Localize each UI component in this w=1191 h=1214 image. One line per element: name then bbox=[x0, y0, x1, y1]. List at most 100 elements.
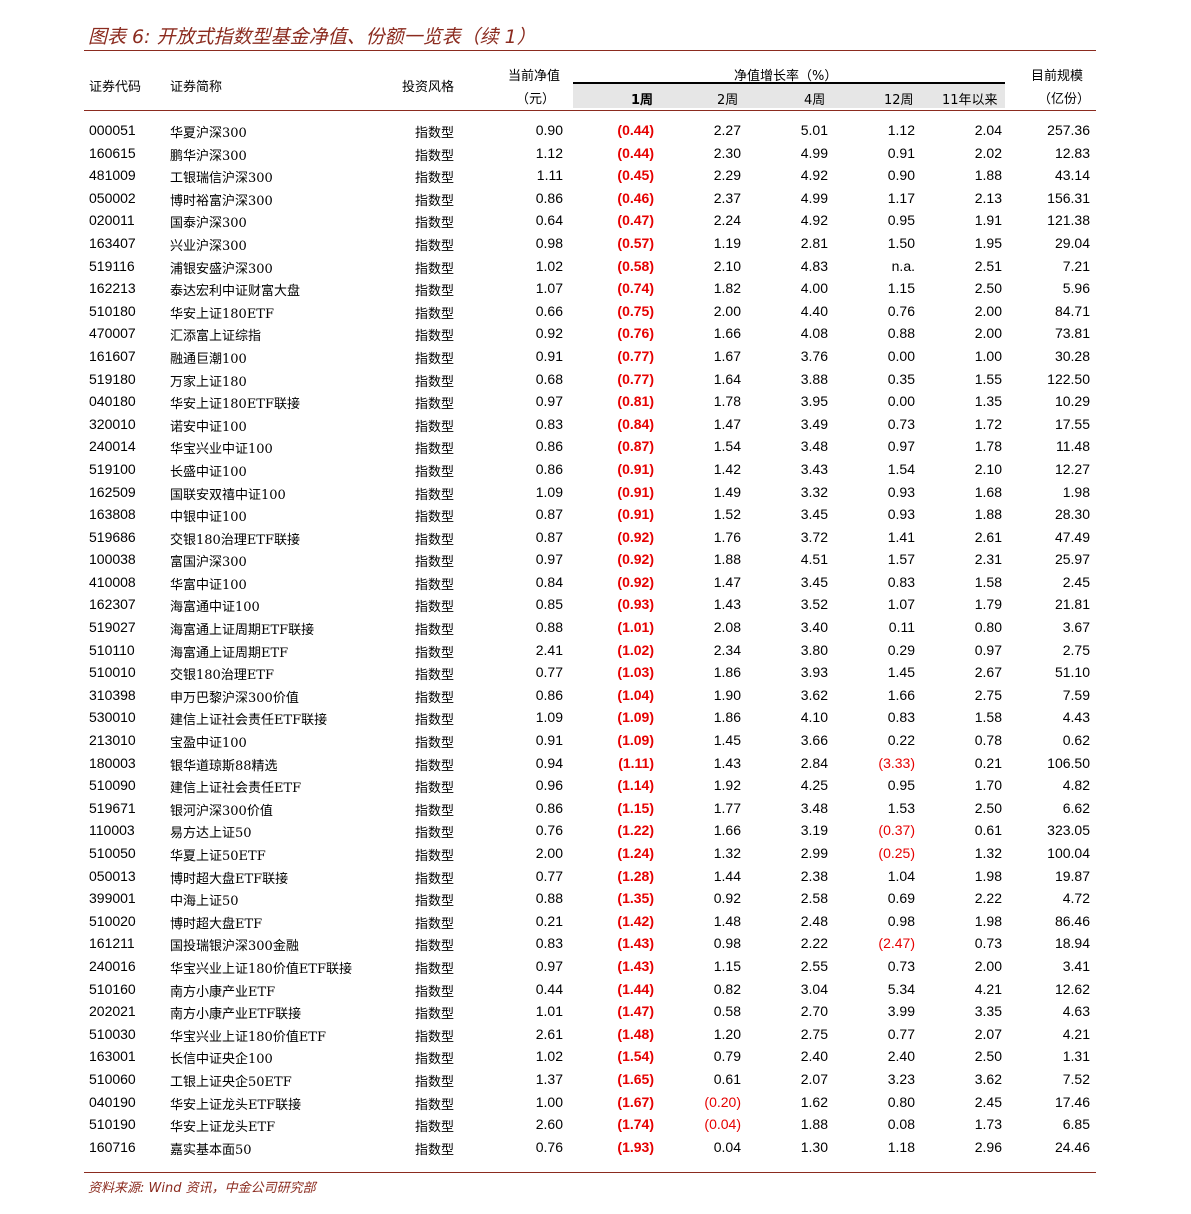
growth-12w: (0.25) bbox=[878, 845, 915, 861]
growth-4w: 4.08 bbox=[800, 325, 828, 342]
current-nav: 0.91 bbox=[535, 347, 563, 364]
growth-12w: 1.04 bbox=[887, 867, 915, 884]
fund-code: 161607 bbox=[89, 347, 136, 364]
current-nav: 0.77 bbox=[535, 664, 563, 681]
investment-style: 指数型 bbox=[415, 916, 455, 932]
table-row: 040180 华安上证180ETF联接 指数型 0.97 (0.81) 1.78 3.95 0… bbox=[0, 391, 1191, 414]
growth-1w: (0.93) bbox=[617, 596, 654, 613]
table-row: 530010 建信上证社会责任ETF联接 指数型 1.09 (1.09) 1.86 4.10… bbox=[0, 707, 1191, 730]
fund-code: 050002 bbox=[89, 189, 136, 206]
growth-2w: 1.19 bbox=[713, 234, 741, 251]
growth-12w: 0.93 bbox=[887, 483, 915, 500]
fund-size: 3.67 bbox=[1062, 619, 1090, 636]
fund-code: 519671 bbox=[89, 799, 136, 816]
growth-ytd: 2.22 bbox=[974, 890, 1002, 907]
table-row: 162509 国联安双禧中证100 指数型 1.09 (0.91) 1.49 3.32 0.9… bbox=[0, 482, 1191, 505]
fund-code: 160716 bbox=[89, 1138, 136, 1155]
growth-2w: 2.24 bbox=[713, 212, 741, 229]
fund-name: 银华道琼斯88精选 bbox=[170, 758, 278, 774]
fund-name: 申万巴黎沪深300价值 bbox=[170, 690, 299, 706]
growth-4w: 3.52 bbox=[800, 596, 828, 613]
growth-4w: 3.19 bbox=[800, 822, 828, 839]
growth-1w: (0.91) bbox=[617, 460, 654, 477]
growth-12w: 3.23 bbox=[887, 1070, 915, 1087]
table-row: 162213 泰达宏利中证财富大盘 指数型 1.07 (0.74) 1.82 4.00 1.1… bbox=[0, 278, 1191, 301]
growth-2w: 1.82 bbox=[713, 280, 741, 297]
table-row: 240016 华宝兴业上证180价值ETF联接 指数型 0.97 (1.43) 1.15 2… bbox=[0, 956, 1191, 979]
fund-name: 国泰沪深300 bbox=[170, 216, 247, 232]
fund-size: 51.10 bbox=[1054, 664, 1090, 681]
fund-code: 160615 bbox=[89, 144, 136, 161]
fund-size: 1.31 bbox=[1062, 1048, 1090, 1065]
growth-2w: 1.49 bbox=[713, 483, 741, 500]
growth-2w: 1.45 bbox=[713, 732, 741, 749]
growth-ytd: 2.61 bbox=[974, 528, 1002, 545]
fund-code: 240016 bbox=[89, 957, 136, 974]
growth-ytd: 1.58 bbox=[974, 709, 1002, 726]
fund-name: 博时裕富沪深300 bbox=[170, 193, 273, 209]
growth-4w: 3.48 bbox=[800, 799, 828, 816]
fund-code: 180003 bbox=[89, 754, 136, 771]
growth-2w: 1.86 bbox=[713, 664, 741, 681]
table-row: 161607 融通巨潮100 指数型 0.91 (0.77) 1.67 3.76 0.00 1.… bbox=[0, 346, 1191, 369]
growth-ytd: 2.02 bbox=[974, 144, 1002, 161]
growth-12w: 0.90 bbox=[887, 167, 915, 184]
current-nav: 1.09 bbox=[535, 483, 563, 500]
growth-1w: (0.91) bbox=[617, 483, 654, 500]
current-nav: 0.44 bbox=[535, 980, 563, 997]
growth-ytd: 2.31 bbox=[974, 551, 1002, 568]
table-row: 050013 博时超大盘ETF联接 指数型 0.77 (1.28) 1.44 2.38 1.0… bbox=[0, 866, 1191, 889]
fund-name: 鹏华沪深300 bbox=[170, 148, 247, 164]
table-row: 510010 交银180治理ETF 指数型 0.77 (1.03) 1.86 3.93 1.4… bbox=[0, 662, 1191, 685]
header-nav-unit: （元） bbox=[516, 92, 556, 107]
fund-name: 华富中证100 bbox=[170, 577, 247, 593]
growth-12w: 0.91 bbox=[887, 144, 915, 161]
growth-4w: 3.49 bbox=[800, 415, 828, 432]
fund-code: 163001 bbox=[89, 1048, 136, 1065]
header-rule bbox=[84, 110, 1096, 111]
current-nav: 0.86 bbox=[535, 799, 563, 816]
current-nav: 0.86 bbox=[535, 686, 563, 703]
fund-code: 000051 bbox=[89, 122, 136, 138]
fund-code: 510030 bbox=[89, 1025, 136, 1042]
fund-size: 6.62 bbox=[1062, 799, 1090, 816]
growth-4w: 3.45 bbox=[800, 573, 828, 590]
current-nav: 0.98 bbox=[535, 234, 563, 251]
growth-4w: 3.66 bbox=[800, 732, 828, 749]
fund-size: 257.36 bbox=[1047, 122, 1090, 138]
investment-style: 指数型 bbox=[415, 1142, 455, 1158]
table-row: 160716 嘉实基本面50 指数型 0.76 (1.93) 0.04 1.30 1.18 2.… bbox=[0, 1137, 1191, 1160]
investment-style: 指数型 bbox=[415, 193, 455, 209]
fund-name: 海富通上证周期ETF bbox=[170, 645, 289, 661]
investment-style: 指数型 bbox=[415, 329, 455, 345]
investment-style: 指数型 bbox=[415, 397, 455, 413]
growth-2w: 2.08 bbox=[713, 619, 741, 636]
current-nav: 0.87 bbox=[535, 528, 563, 545]
table-row: 510090 建信上证社会责任ETF 指数型 0.96 (1.14) 1.92 4.25 0.… bbox=[0, 775, 1191, 798]
growth-12w: 0.08 bbox=[887, 1116, 915, 1133]
table-row: 050002 博时裕富沪深300 指数型 0.86 (0.46) 2.37 4.99 1.17… bbox=[0, 188, 1191, 211]
growth-4w: 3.40 bbox=[800, 619, 828, 636]
growth-2w: 1.48 bbox=[713, 912, 741, 929]
growth-1w: (1.74) bbox=[617, 1116, 654, 1133]
investment-style: 指数型 bbox=[415, 126, 455, 141]
investment-style: 指数型 bbox=[415, 442, 455, 458]
growth-12w: 0.95 bbox=[887, 212, 915, 229]
growth-1w: (0.84) bbox=[617, 415, 654, 432]
growth-12w: 0.73 bbox=[887, 957, 915, 974]
table-row: 240014 华宝兴业中证100 指数型 0.86 (0.87) 1.54 3.48 0.97… bbox=[0, 436, 1191, 459]
investment-style: 指数型 bbox=[415, 171, 455, 187]
header-4w: 4周 bbox=[804, 93, 826, 108]
table-row: 040190 华安上证龙头ETF联接 指数型 1.00 (1.67) (0.20) 1.62… bbox=[0, 1092, 1191, 1115]
growth-ytd: 1.98 bbox=[974, 912, 1002, 929]
current-nav: 0.76 bbox=[535, 1138, 563, 1155]
growth-1w: (1.09) bbox=[617, 732, 654, 749]
growth-ytd: 1.72 bbox=[974, 415, 1002, 432]
header-ytd: 11年以来 bbox=[942, 93, 998, 108]
investment-style: 指数型 bbox=[415, 306, 455, 322]
fund-name: 海富通上证周期ETF联接 bbox=[170, 623, 315, 639]
growth-2w: 1.67 bbox=[713, 347, 741, 364]
fund-code: 510010 bbox=[89, 664, 136, 681]
fund-name: 交银180治理ETF联接 bbox=[170, 532, 300, 548]
current-nav: 0.88 bbox=[535, 619, 563, 636]
